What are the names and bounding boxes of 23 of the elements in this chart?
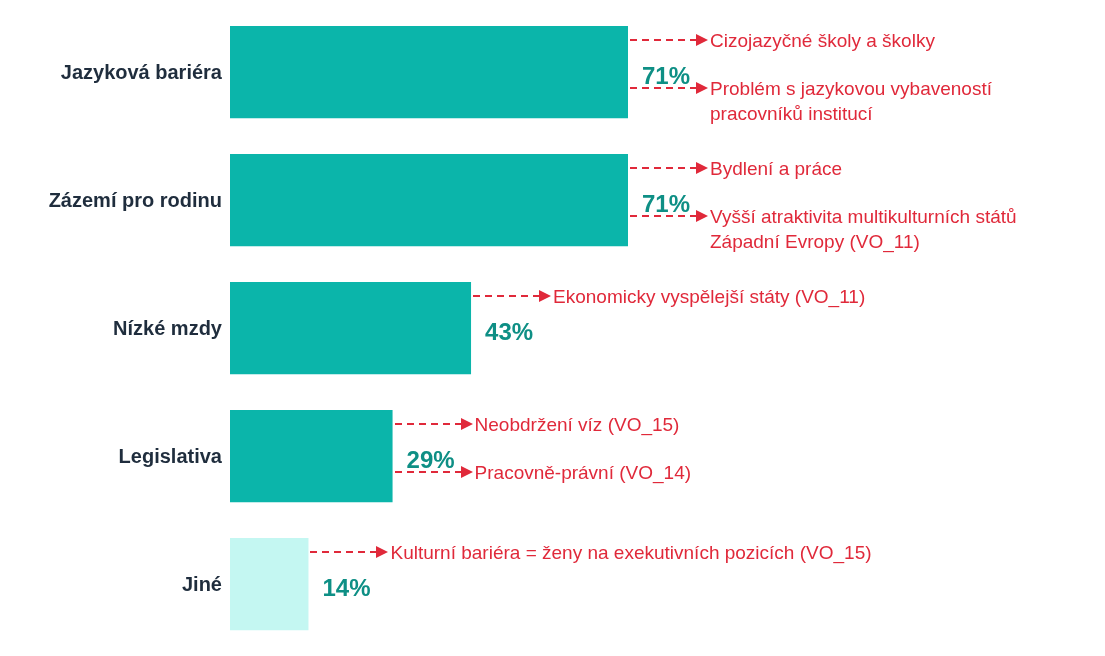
annotation: Neobdržení víz (VO_15) — [474, 413, 681, 437]
data-label: 29% — [406, 446, 455, 474]
annotation: Kulturní bariéra = ženy na exekutivních pozicích (VO_15) — [390, 541, 873, 565]
text: Cizojazyčné školy a školky — [710, 29, 936, 53]
annotation: Ekonomicky vyspělejší státy (VO_11) — [553, 285, 867, 309]
bar — [230, 154, 628, 247]
annotation: Pracovně-právní (VO_14) — [474, 461, 693, 485]
data-label: 71% — [642, 62, 691, 90]
bar — [230, 410, 393, 503]
y-tick-label: Legislativa — [118, 445, 223, 468]
text: Bydlení a práce — [710, 157, 844, 181]
text: Problém s jazykovou vybaveností pracovníků institucí — [710, 77, 993, 126]
bar — [230, 26, 628, 119]
y-tick-label: Nízké mzdy — [113, 317, 223, 340]
data-label: 43% — [485, 318, 534, 346]
bar — [230, 282, 472, 375]
data-label: 71% — [642, 190, 691, 218]
y-tick-label: Zázemí pro rodinu — [48, 189, 222, 212]
data-label: 14% — [322, 574, 371, 602]
text: Vyšší atraktivita multikulturních států Západní Evropy (VO_11) — [710, 205, 1018, 254]
bar — [230, 538, 309, 631]
y-tick-label: Jazyková bariéra — [60, 61, 223, 84]
y-tick-label: Jiné — [181, 573, 222, 596]
